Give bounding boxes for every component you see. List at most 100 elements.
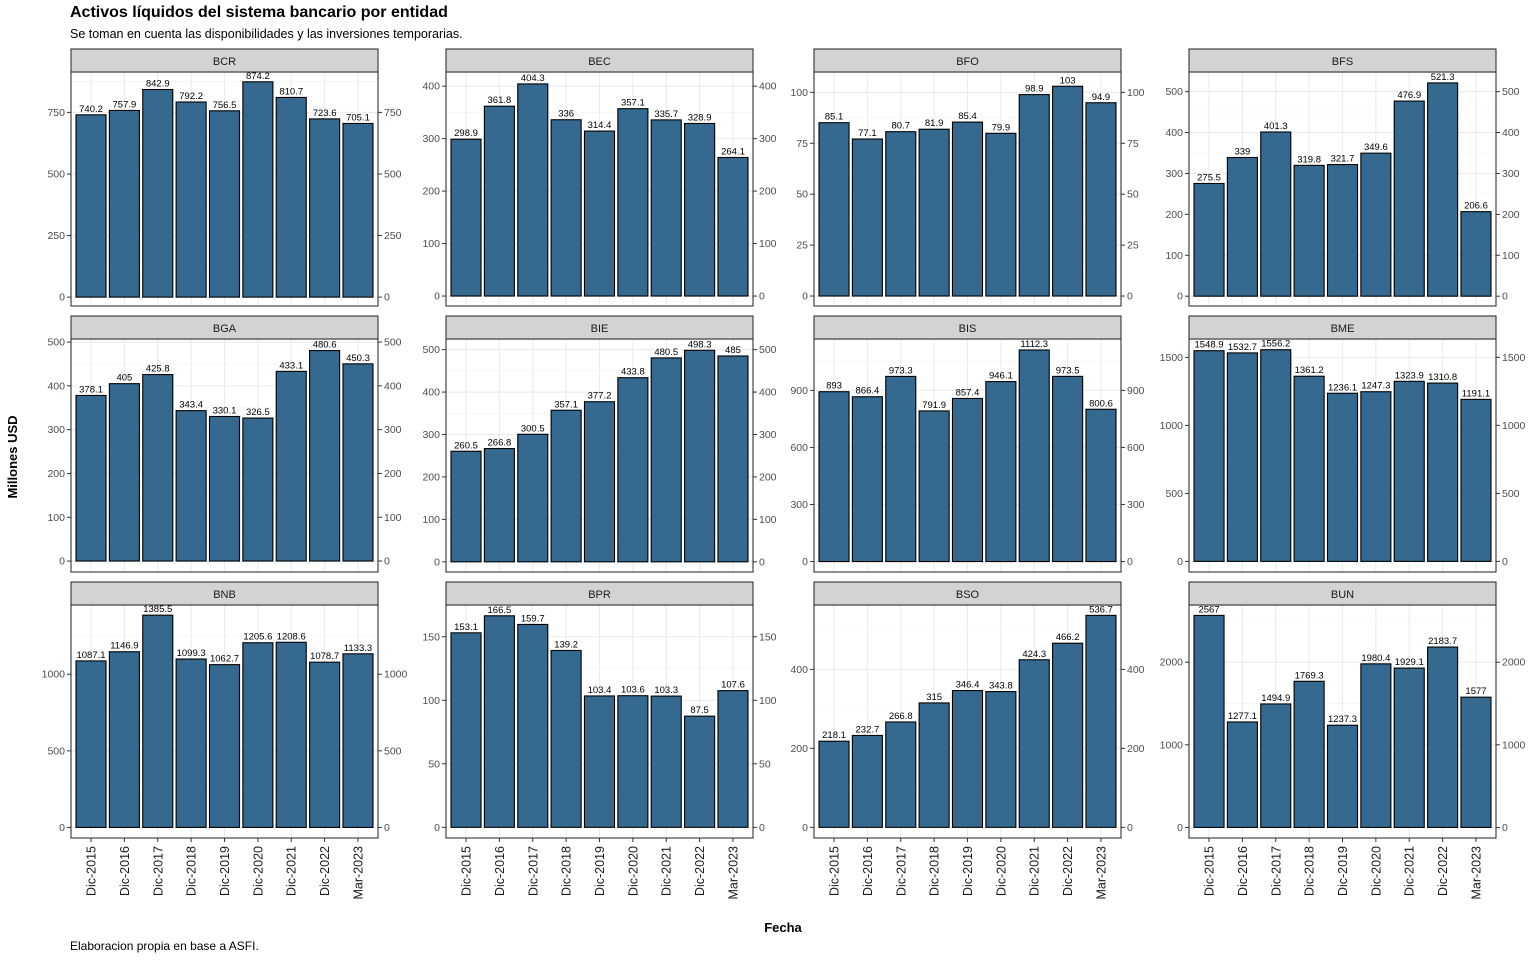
data-label: 1323.9 — [1395, 370, 1424, 381]
x-tick-label: Mar-2023 — [1094, 846, 1108, 900]
y-tick-label-right: 0 — [1127, 822, 1133, 834]
data-label: 1237.3 — [1328, 714, 1357, 725]
data-label: 1247.3 — [1361, 381, 1390, 392]
bar — [517, 623, 549, 828]
y-tick-label-left: 2000 — [1160, 657, 1184, 669]
data-label: 1929.1 — [1395, 657, 1424, 668]
x-tick-label: Dic-2015 — [460, 846, 474, 896]
y-tick-label-right: 100 — [384, 512, 402, 524]
y-tick-label-left: 0 — [1177, 291, 1183, 303]
bar — [617, 377, 649, 563]
x-tick-label: Dic-2017 — [1269, 846, 1283, 896]
bar — [1018, 349, 1050, 563]
data-label: 336 — [558, 109, 574, 120]
y-tick-label-left: 1000 — [1160, 420, 1184, 432]
facet-strip-label: BIS — [959, 323, 977, 335]
facet-strip-label: BUN — [1331, 589, 1354, 601]
y-tick-label-left: 500 — [1165, 86, 1183, 98]
data-label: 1310.8 — [1428, 372, 1457, 383]
bar — [1260, 131, 1292, 297]
y-tick-label-left: 25 — [796, 240, 808, 252]
bar — [1293, 680, 1325, 828]
y-tick-label-right: 0 — [759, 556, 765, 568]
bar — [1018, 659, 1050, 828]
y-tick-label-right: 200 — [1502, 209, 1520, 221]
bar — [108, 651, 140, 828]
data-label: 139.2 — [554, 639, 578, 650]
y-tick-label-right: 300 — [1127, 499, 1145, 511]
facet-strip-label: BME — [1331, 323, 1355, 335]
facet-bcr: 0 0 250 250 500 500 750 750 740.2 757.9 842.9 792.2… — [47, 48, 402, 307]
data-label: 705.1 — [346, 112, 370, 123]
x-tick-label: Dic-2018 — [928, 846, 942, 896]
data-label: 107.6 — [721, 680, 745, 691]
facet-bie: 0 0 100 100 200 200 300 300 400 400 500 500 260.5 266… — [422, 315, 777, 573]
data-label: 87.5 — [690, 705, 709, 716]
bar — [1293, 375, 1325, 562]
x-tick-label: Dic-2015 — [85, 846, 99, 896]
x-tick-label: Dic-2015 — [1203, 846, 1217, 896]
data-label: 1980.4 — [1361, 653, 1390, 664]
data-label: 85.4 — [958, 111, 977, 122]
bar — [175, 410, 207, 562]
y-tick-label-right: 400 — [759, 387, 777, 399]
data-label: 740.2 — [79, 104, 103, 115]
bar — [1326, 724, 1359, 828]
facet-strip — [813, 581, 1122, 606]
data-label: 792.2 — [179, 91, 203, 102]
y-tick-label-right: 600 — [1127, 442, 1145, 454]
facet-bpr: 0 0 50 50 100 100 150 150 153.1 166.5 159.7 139.2 10… — [422, 581, 777, 900]
bar — [617, 108, 649, 297]
y-tick-label-left: 250 — [47, 230, 65, 242]
data-label: 1062.7 — [210, 654, 239, 665]
y-axis-title: Millones USD — [5, 415, 20, 498]
data-label: 756.5 — [213, 100, 237, 111]
y-tick-label-right: 25 — [1127, 240, 1139, 252]
bar — [342, 122, 374, 298]
data-label: 1087.1 — [76, 650, 105, 661]
data-label: 103 — [1060, 75, 1076, 86]
y-tick-label-right: 0 — [384, 292, 390, 304]
bar — [818, 122, 850, 297]
y-tick-label-left: 200 — [1165, 209, 1183, 221]
data-label: 842.9 — [146, 79, 170, 90]
data-label: 893 — [826, 381, 842, 392]
y-tick-label-right: 1500 — [1502, 352, 1526, 364]
bar — [1226, 721, 1258, 828]
bar — [851, 138, 883, 297]
bar — [1193, 614, 1225, 828]
data-label: 232.7 — [856, 724, 880, 735]
y-tick-label-left: 1000 — [1160, 739, 1184, 751]
y-tick-label-left: 900 — [790, 385, 808, 397]
y-tick-label-right: 500 — [759, 344, 777, 356]
x-tick-label: Dic-2022 — [318, 846, 332, 896]
y-tick-label-left: 600 — [790, 442, 808, 454]
data-label: 1236.1 — [1328, 382, 1357, 393]
y-tick-label-right: 0 — [384, 822, 390, 834]
x-tick-label: Mar-2023 — [1469, 846, 1483, 900]
x-tick-label: Dic-2017 — [526, 846, 540, 896]
bar — [208, 415, 241, 562]
y-tick-label-right: 500 — [384, 168, 402, 180]
y-tick-label-right: 900 — [1127, 385, 1145, 397]
data-label: 857.4 — [956, 387, 980, 398]
data-label: 361.8 — [488, 95, 512, 106]
bar — [75, 394, 107, 562]
y-tick-label-left: 500 — [47, 168, 65, 180]
x-tick-label: Dic-2015 — [828, 846, 842, 896]
data-label: 874.2 — [246, 71, 270, 82]
y-tick-label-right: 0 — [759, 291, 765, 303]
bar — [208, 664, 241, 828]
facet-strip — [70, 315, 379, 340]
data-label: 266.8 — [889, 711, 913, 722]
y-tick-label-left: 0 — [802, 291, 808, 303]
data-label: 424.3 — [1022, 649, 1046, 660]
y-tick-label-left: 750 — [47, 107, 65, 119]
data-label: 536.7 — [1089, 604, 1113, 615]
data-label: 357.1 — [621, 98, 645, 109]
bar — [342, 363, 374, 562]
data-label: 330.1 — [213, 405, 237, 416]
data-label: 79.9 — [992, 122, 1011, 133]
bar — [951, 121, 984, 297]
bar — [175, 658, 207, 828]
